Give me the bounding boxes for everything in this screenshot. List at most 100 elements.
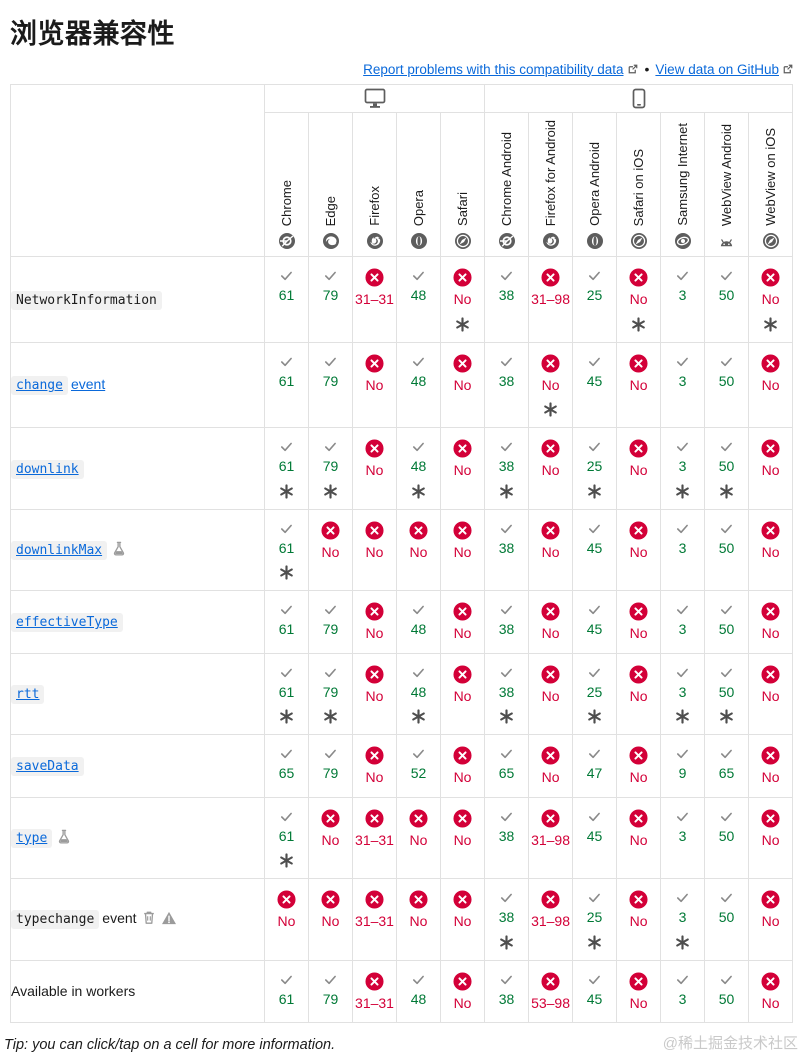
compat-cell[interactable]: 38 bbox=[484, 341, 530, 428]
feature-link[interactable]: type bbox=[11, 828, 53, 848]
feature-link[interactable]: downlink bbox=[11, 459, 84, 479]
compat-cell[interactable]: 3 bbox=[660, 508, 706, 591]
compat-cell[interactable]: 3 bbox=[660, 341, 706, 428]
compat-cell[interactable]: No bbox=[528, 590, 574, 654]
compat-cell[interactable]: No bbox=[616, 508, 662, 591]
compat-cell[interactable]: No bbox=[352, 508, 397, 591]
compat-cell[interactable]: 38 bbox=[484, 878, 530, 961]
compat-cell[interactable]: No bbox=[748, 796, 794, 879]
compat-cell[interactable]: No bbox=[748, 652, 794, 735]
compat-cell[interactable]: 47 bbox=[572, 734, 618, 798]
compat-cell[interactable]: No bbox=[308, 508, 353, 591]
compat-cell[interactable]: 38 bbox=[484, 796, 530, 879]
compat-cell[interactable]: 61 bbox=[264, 508, 309, 591]
compat-cell[interactable]: 31–98 bbox=[528, 796, 574, 879]
compat-cell[interactable]: No bbox=[528, 734, 574, 798]
compat-cell[interactable]: 53–98 bbox=[528, 959, 574, 1023]
compat-cell[interactable]: No bbox=[439, 734, 486, 798]
compat-cell[interactable]: 9 bbox=[660, 734, 706, 798]
compat-cell[interactable]: 50 bbox=[704, 508, 750, 591]
compat-cell[interactable]: 50 bbox=[704, 590, 750, 654]
compat-cell[interactable]: No bbox=[439, 256, 486, 343]
compat-cell[interactable]: 25 bbox=[572, 256, 618, 343]
compat-cell[interactable]: 3 bbox=[660, 652, 706, 735]
compat-cell[interactable]: No bbox=[616, 959, 662, 1023]
compat-cell[interactable]: 38 bbox=[484, 427, 530, 510]
compat-cell[interactable]: No bbox=[352, 734, 397, 798]
compat-cell[interactable]: No bbox=[439, 590, 486, 654]
compat-cell[interactable]: 38 bbox=[484, 508, 530, 591]
compat-cell[interactable]: No bbox=[748, 508, 794, 591]
compat-cell[interactable]: No bbox=[352, 652, 397, 735]
compat-cell[interactable]: No bbox=[616, 590, 662, 654]
compat-cell[interactable]: 79 bbox=[308, 959, 353, 1023]
compat-cell[interactable]: 79 bbox=[308, 341, 353, 428]
compat-cell[interactable]: 45 bbox=[572, 959, 618, 1023]
compat-cell[interactable]: No bbox=[439, 508, 486, 591]
compat-cell[interactable]: 48 bbox=[396, 256, 441, 343]
compat-cell[interactable]: No bbox=[528, 427, 574, 510]
compat-cell[interactable]: No bbox=[396, 796, 441, 879]
compat-cell[interactable]: 38 bbox=[484, 652, 530, 735]
compat-cell[interactable]: 61 bbox=[264, 652, 309, 735]
compat-cell[interactable]: 79 bbox=[308, 734, 353, 798]
compat-cell[interactable]: 3 bbox=[660, 796, 706, 879]
compat-cell[interactable]: 61 bbox=[264, 341, 309, 428]
compat-cell[interactable]: No bbox=[439, 652, 486, 735]
feature-link[interactable]: change event bbox=[11, 376, 105, 396]
compat-cell[interactable]: 79 bbox=[308, 590, 353, 654]
compat-cell[interactable]: 45 bbox=[572, 508, 618, 591]
compat-cell[interactable]: 61 bbox=[264, 427, 309, 510]
compat-cell[interactable]: No bbox=[439, 959, 486, 1023]
compat-cell[interactable]: 45 bbox=[572, 796, 618, 879]
compat-cell[interactable]: 48 bbox=[396, 959, 441, 1023]
compat-cell[interactable]: 38 bbox=[484, 959, 530, 1023]
compat-cell[interactable]: No bbox=[308, 878, 353, 961]
compat-cell[interactable]: No bbox=[748, 427, 794, 510]
compat-cell[interactable]: No bbox=[748, 256, 794, 343]
compat-cell[interactable]: 3 bbox=[660, 878, 706, 961]
compat-cell[interactable]: 3 bbox=[660, 256, 706, 343]
compat-cell[interactable]: No bbox=[439, 796, 486, 879]
compat-cell[interactable]: 79 bbox=[308, 427, 353, 510]
compat-cell[interactable]: No bbox=[748, 341, 794, 428]
compat-cell[interactable]: 38 bbox=[484, 256, 530, 343]
compat-cell[interactable]: 31–31 bbox=[352, 256, 397, 343]
compat-cell[interactable]: 31–31 bbox=[352, 878, 397, 961]
compat-cell[interactable]: No bbox=[264, 878, 309, 961]
compat-cell[interactable]: 48 bbox=[396, 652, 441, 735]
compat-cell[interactable]: 48 bbox=[396, 341, 441, 428]
compat-cell[interactable]: 65 bbox=[264, 734, 309, 798]
compat-cell[interactable]: 31–98 bbox=[528, 256, 574, 343]
compat-cell[interactable]: 61 bbox=[264, 590, 309, 654]
compat-cell[interactable]: No bbox=[439, 341, 486, 428]
compat-cell[interactable]: 50 bbox=[704, 341, 750, 428]
compat-cell[interactable]: 79 bbox=[308, 652, 353, 735]
compat-cell[interactable]: 3 bbox=[660, 590, 706, 654]
compat-cell[interactable]: No bbox=[748, 959, 794, 1023]
compat-cell[interactable]: 50 bbox=[704, 256, 750, 343]
compat-cell[interactable]: 48 bbox=[396, 427, 441, 510]
compat-cell[interactable]: 31–31 bbox=[352, 796, 397, 879]
compat-cell[interactable]: No bbox=[748, 590, 794, 654]
compat-cell[interactable]: 61 bbox=[264, 256, 309, 343]
compat-cell[interactable]: No bbox=[352, 590, 397, 654]
compat-cell[interactable]: 50 bbox=[704, 796, 750, 879]
compat-cell[interactable]: 61 bbox=[264, 959, 309, 1023]
compat-cell[interactable]: No bbox=[396, 508, 441, 591]
compat-cell[interactable]: No bbox=[616, 256, 662, 343]
compat-cell[interactable]: No bbox=[616, 427, 662, 510]
compat-cell[interactable]: No bbox=[528, 508, 574, 591]
feature-link[interactable]: downlinkMax bbox=[11, 540, 108, 560]
compat-cell[interactable]: 52 bbox=[396, 734, 441, 798]
compat-cell[interactable]: No bbox=[616, 796, 662, 879]
compat-cell[interactable]: 79 bbox=[308, 256, 353, 343]
compat-cell[interactable]: No bbox=[616, 341, 662, 428]
report-problems-link[interactable]: Report problems with this compatibility … bbox=[363, 62, 638, 77]
compat-cell[interactable]: 3 bbox=[660, 959, 706, 1023]
compat-cell[interactable]: 48 bbox=[396, 590, 441, 654]
compat-cell[interactable]: 65 bbox=[484, 734, 530, 798]
compat-cell[interactable]: 25 bbox=[572, 878, 618, 961]
compat-cell[interactable]: 31–98 bbox=[528, 878, 574, 961]
compat-cell[interactable]: No bbox=[439, 878, 486, 961]
